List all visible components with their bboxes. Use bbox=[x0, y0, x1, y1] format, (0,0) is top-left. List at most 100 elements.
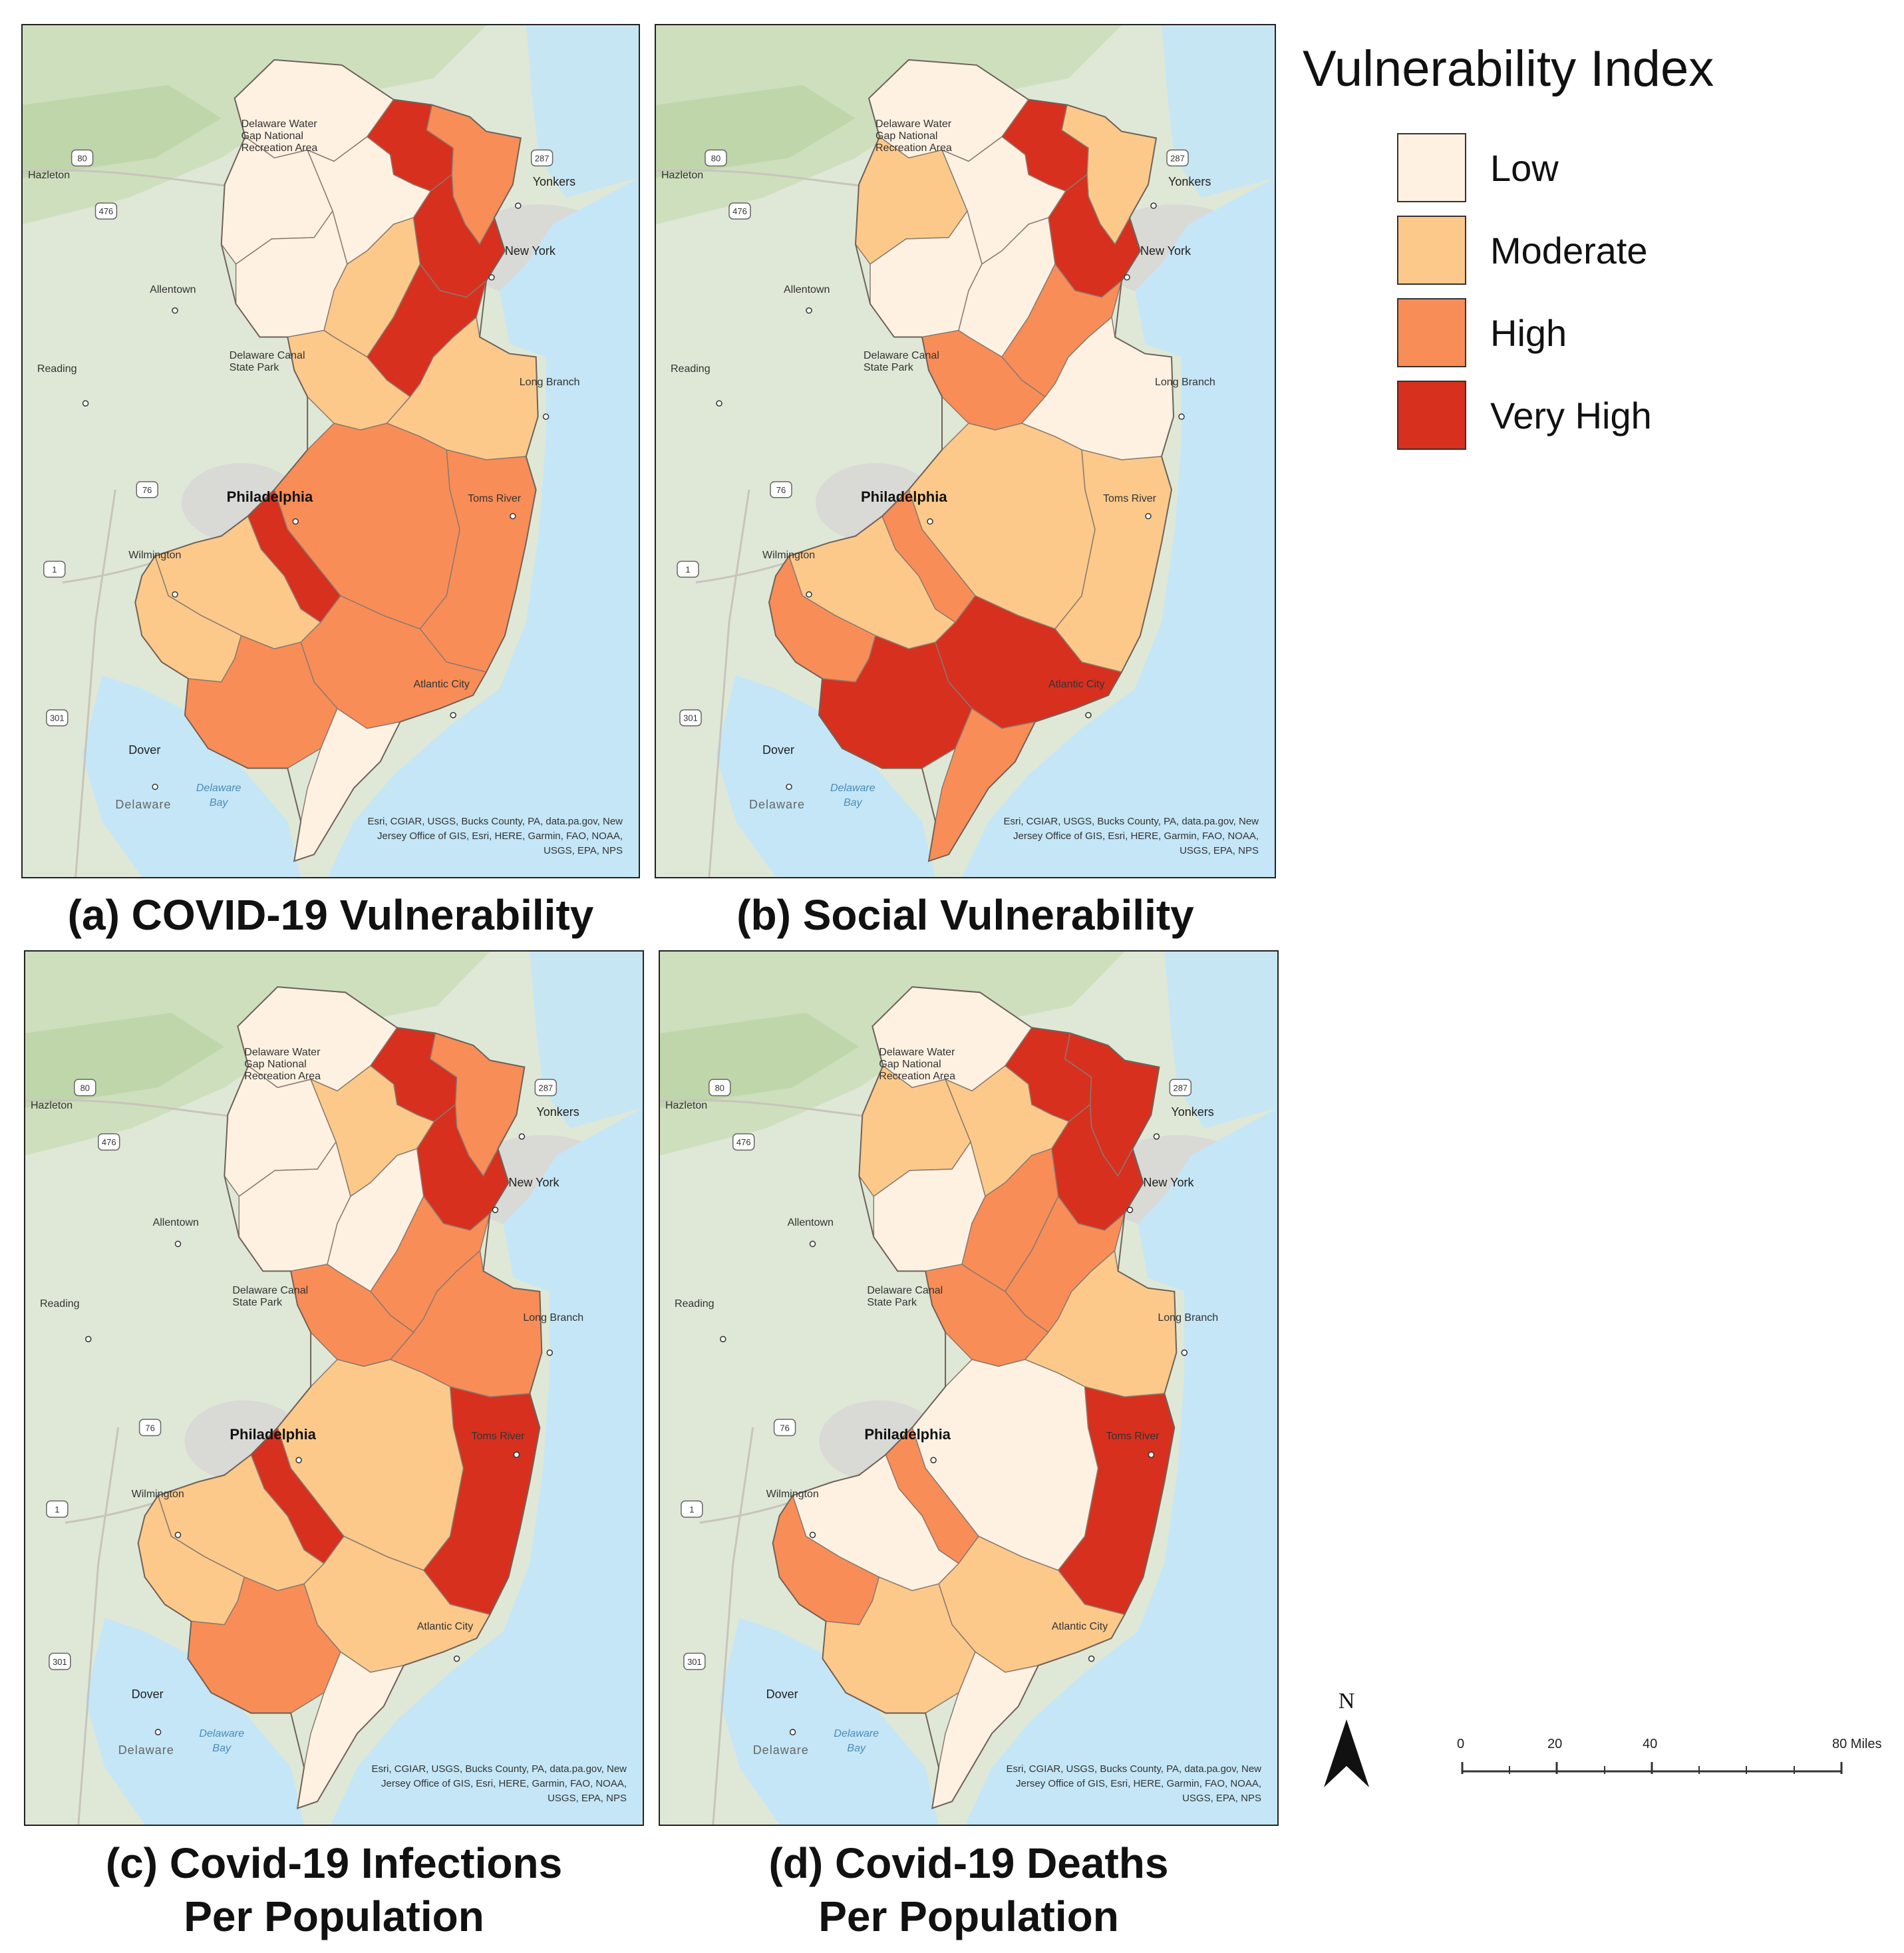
attribution-line: Esri, CGIAR, USGS, Bucks County, PA, dat… bbox=[1003, 816, 1259, 827]
caption-c-line-1: (c) Covid-19 Infections bbox=[105, 1839, 563, 1887]
highway-shield: 80 bbox=[71, 149, 94, 167]
atlantic-ocean bbox=[331, 1108, 643, 1825]
allentown-label: Allentown bbox=[784, 283, 830, 295]
delaware-canal-line: State Park bbox=[232, 1296, 283, 1308]
long-island-sound bbox=[1162, 25, 1275, 198]
delaware-state-label: Delaware bbox=[115, 798, 172, 812]
delaware-state-label: Delaware bbox=[749, 798, 806, 812]
long-branch-label: Long Branch bbox=[519, 377, 580, 389]
map-panel-c: 80 476 287 76 1 301 Hazleton Allentown Reading Yo… bbox=[24, 950, 644, 1826]
long-island-sound bbox=[1164, 952, 1277, 1129]
toms-river-label: Toms River bbox=[1106, 1431, 1160, 1443]
city-dot bbox=[1148, 1451, 1155, 1458]
map-attribution: Esri, CGIAR, USGS, Bucks County, PA, dat… bbox=[966, 814, 1259, 858]
highway-shield: 76 bbox=[138, 1419, 162, 1437]
highway-shield: 76 bbox=[773, 1419, 796, 1437]
wilmington-label: Wilmington bbox=[131, 1489, 184, 1501]
delaware-canal-line: State Park bbox=[867, 1296, 917, 1308]
highway-shield: 1 bbox=[43, 560, 66, 578]
philadelphia-label: Philadelphia bbox=[864, 1426, 951, 1443]
highway-shield-label: 301 bbox=[687, 1657, 702, 1667]
city-dot bbox=[546, 1349, 554, 1356]
highway-shield-label: 301 bbox=[50, 713, 65, 723]
delaware-water-gap-line: Delaware Water bbox=[241, 118, 317, 130]
map-attribution: Esri, CGIAR, USGS, Bucks County, PA, dat… bbox=[330, 814, 623, 858]
delaware-bay-line: Bay bbox=[212, 1742, 231, 1754]
highway-shield: 76 bbox=[136, 481, 158, 498]
delaware-canal-label: Delaware Canal State Park bbox=[232, 1285, 308, 1309]
allentown-label: Allentown bbox=[150, 283, 196, 295]
allentown-label: Allentown bbox=[152, 1216, 199, 1228]
nj-state-outline bbox=[137, 986, 543, 1809]
city-dot bbox=[542, 413, 550, 420]
long-branch-label: Long Branch bbox=[1155, 377, 1215, 389]
map-panel-d: 80 476 287 76 1 301 Hazleton Allentown Reading Yo… bbox=[659, 950, 1279, 1826]
map-attribution: Esri, CGIAR, USGS, Bucks County, PA, dat… bbox=[969, 1762, 1261, 1806]
highway-shield-label: 476 bbox=[102, 1137, 116, 1147]
legend-label-moderate: Moderate bbox=[1490, 229, 1648, 271]
yonkers-label: Yonkers bbox=[532, 175, 576, 189]
philadelphia-label: Philadelphia bbox=[861, 488, 947, 505]
delaware-bay-line: Bay bbox=[847, 1742, 866, 1754]
city-dot bbox=[806, 307, 812, 314]
delaware-water-gap-line: Gap National bbox=[244, 1059, 307, 1071]
nj-state-outline bbox=[772, 986, 1178, 1809]
hazleton-label: Hazleton bbox=[30, 1099, 73, 1111]
philadelphia-label: Philadelphia bbox=[230, 1426, 316, 1443]
city-dot bbox=[174, 1531, 182, 1538]
city-dot bbox=[518, 1133, 526, 1140]
delaware-water-gap-line: Recreation Area bbox=[244, 1071, 321, 1083]
legend-title: Vulnerability Index bbox=[1303, 41, 1714, 97]
city-dot bbox=[1088, 1655, 1095, 1662]
highway-shield-label: 287 bbox=[535, 153, 550, 163]
attribution-line: Jersey Office of GIS, Esri, HERE, Garmin… bbox=[1016, 1778, 1261, 1789]
highway-shield: 287 bbox=[534, 1079, 557, 1097]
delaware-water-gap-line: Gap National bbox=[879, 1059, 941, 1071]
nj-state-outline bbox=[768, 59, 1175, 862]
legend-item-very-high: Very High bbox=[1397, 379, 1829, 452]
north-letter: N bbox=[1338, 1689, 1355, 1713]
highway-shield-label: 476 bbox=[736, 1137, 751, 1147]
long-branch-label: Long Branch bbox=[523, 1312, 584, 1324]
city-dot bbox=[1150, 202, 1157, 209]
delaware-bay-water bbox=[716, 675, 935, 877]
north-arrow-icon bbox=[1324, 1719, 1369, 1787]
new-york-label: New York bbox=[504, 244, 555, 258]
atlantic-city-label: Atlantic City bbox=[1048, 678, 1105, 690]
atlantic-city-label: Atlantic City bbox=[413, 678, 470, 690]
highway-shield-label: 76 bbox=[780, 1423, 789, 1433]
delaware-state-label: Delaware bbox=[752, 1743, 809, 1757]
map-svg: 80 476 287 76 1 301 bbox=[660, 952, 1277, 1825]
road-line bbox=[712, 1427, 754, 1825]
philadelphia-label: Philadelphia bbox=[226, 488, 313, 505]
scale-tick-0: 0 bbox=[1457, 1737, 1465, 1751]
delaware-canal-label: Delaware Canal State Park bbox=[867, 1285, 943, 1309]
delaware-bay-label: Delaware Bay bbox=[196, 781, 241, 810]
city-dot bbox=[1153, 1133, 1160, 1140]
city-dot bbox=[82, 400, 89, 407]
delaware-water-gap-label: Delaware Water Gap National Recreation Are… bbox=[879, 1047, 955, 1083]
map-svg: 80 476 287 76 1 301 bbox=[23, 25, 639, 877]
atlantic-ocean bbox=[965, 1108, 1277, 1825]
scale-tick-40: 40 bbox=[1643, 1737, 1658, 1751]
city-dot bbox=[450, 712, 456, 719]
delaware-water-gap-line: Delaware Water bbox=[875, 118, 952, 130]
delaware-bay-line: Delaware bbox=[834, 1727, 879, 1739]
map-attribution: Esri, CGIAR, USGS, Bucks County, PA, dat… bbox=[334, 1762, 627, 1806]
highway-shield-label: 476 bbox=[732, 206, 747, 216]
city-dot bbox=[453, 1655, 460, 1662]
map-panel-a: 80 476 287 76 1 301 Hazleton Allentown Reading Yo… bbox=[21, 24, 640, 878]
highway-shield: 80 bbox=[709, 1079, 731, 1097]
city-dot bbox=[510, 512, 516, 520]
city-dot bbox=[1124, 274, 1130, 281]
toms-river-label: Toms River bbox=[1103, 492, 1157, 504]
highway-shield-label: 287 bbox=[539, 1083, 554, 1093]
caption-d-line-1: (d) Covid-19 Deaths bbox=[768, 1839, 1169, 1887]
highway-shield: 301 bbox=[679, 709, 702, 727]
delaware-bay-label: Delaware Bay bbox=[834, 1727, 879, 1756]
hazleton-label: Hazleton bbox=[665, 1099, 708, 1111]
nj-state-outline bbox=[134, 59, 539, 862]
city-dot bbox=[172, 591, 178, 598]
wilmington-label: Wilmington bbox=[762, 549, 816, 561]
highway-shield-label: 1 bbox=[685, 564, 690, 574]
